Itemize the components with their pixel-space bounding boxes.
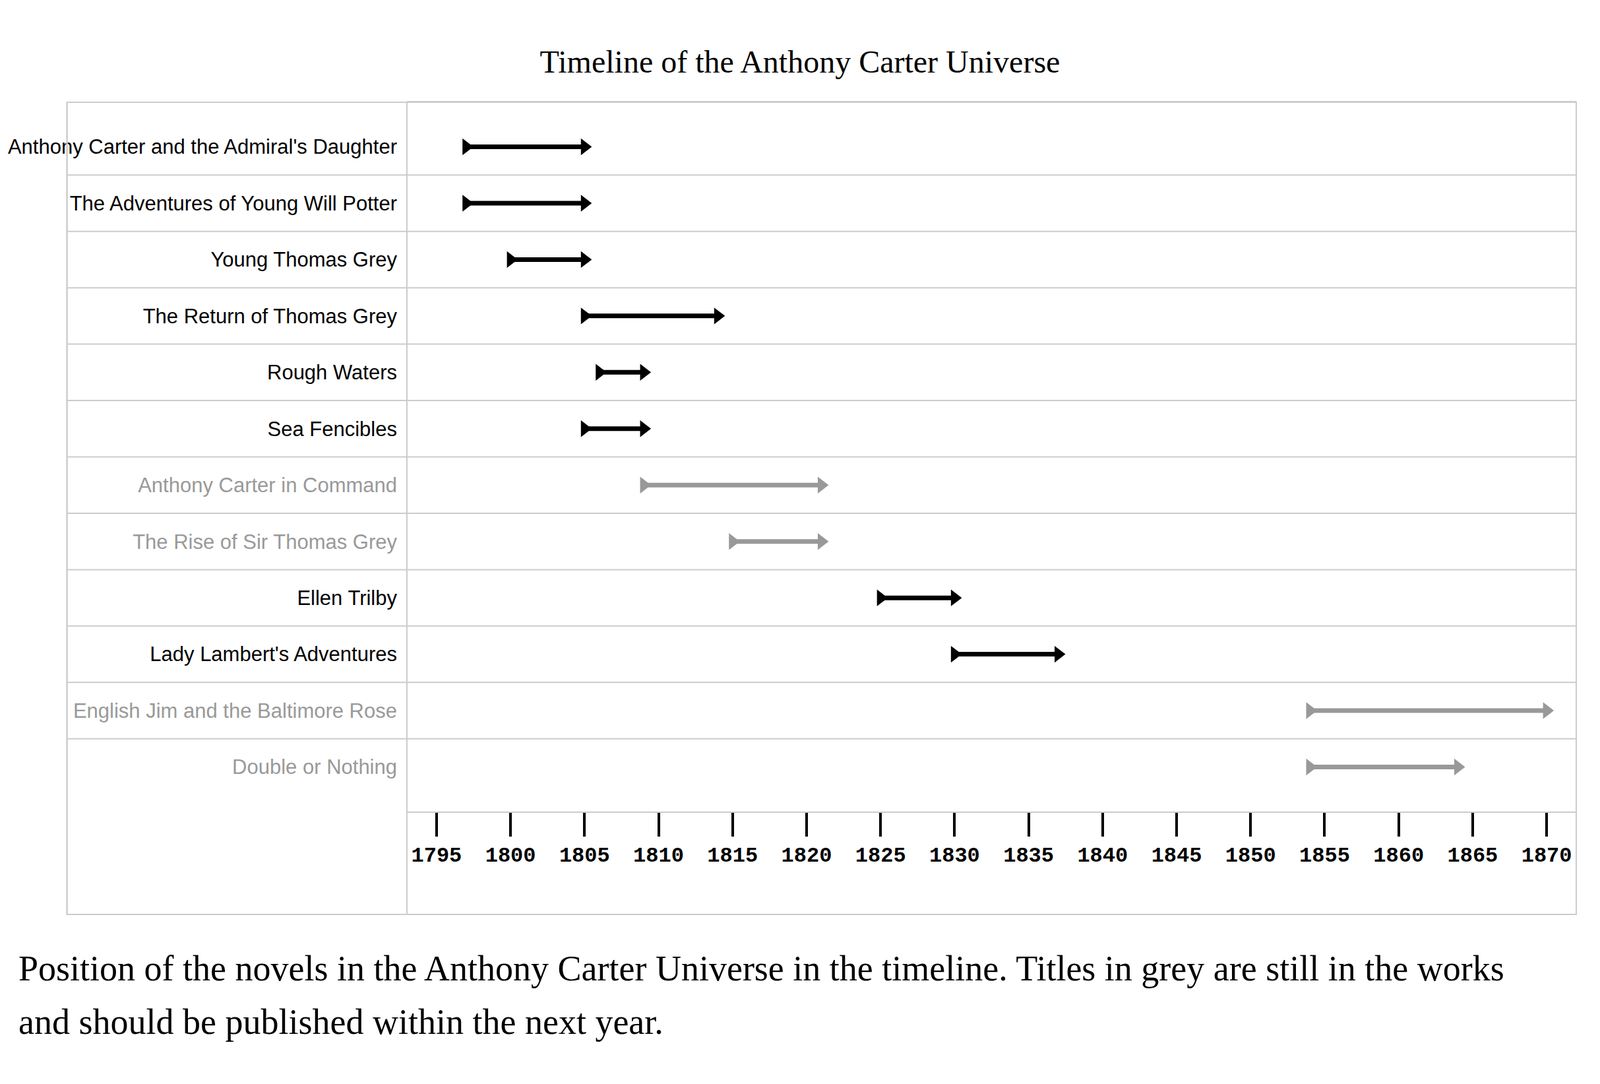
svg-text:1815: 1815	[707, 843, 758, 868]
svg-text:English Jim and the Baltimore: English Jim and the Baltimore Rose	[73, 699, 398, 723]
svg-text:The Rise of Sir Thomas Grey: The Rise of Sir Thomas Grey	[132, 530, 398, 554]
svg-text:1845: 1845	[1151, 843, 1203, 868]
svg-text:Young Thomas Grey: Young Thomas Grey	[210, 247, 398, 272]
svg-text:Timeline of the Anthony Carter: Timeline of the Anthony Carter Universe	[540, 44, 1061, 80]
svg-text:1840: 1840	[1076, 843, 1128, 868]
svg-text:Double or Nothing: Double or Nothing	[232, 755, 398, 779]
svg-text:1800: 1800	[485, 843, 537, 868]
svg-text:Ellen Trilby: Ellen Trilby	[296, 586, 398, 610]
svg-text:The Adventures of Young Will P: The Adventures of Young Will Potter	[69, 191, 398, 216]
svg-text:Sea Fencibles: Sea Fencibles	[267, 417, 398, 441]
svg-text:1860: 1860	[1373, 843, 1424, 868]
svg-text:1835: 1835	[1003, 843, 1054, 868]
svg-text:1855: 1855	[1299, 843, 1351, 868]
svg-text:Lady Lambert's Adventures: Lady Lambert's Adventures	[149, 642, 398, 666]
svg-text:1820: 1820	[781, 843, 833, 868]
svg-text:Anthony Carter in Command: Anthony Carter in Command	[137, 473, 398, 497]
html-text:Position of the novels in the: Position of the novels in the Anthony Ca…	[18, 948, 1505, 1042]
svg-text:1865: 1865	[1446, 843, 1498, 868]
svg-text:1850: 1850	[1225, 843, 1277, 868]
svg-text:1830: 1830	[929, 843, 981, 868]
svg-text:1870: 1870	[1521, 843, 1573, 868]
svg-text:1805: 1805	[559, 843, 611, 868]
svg-text:1810: 1810	[633, 843, 684, 868]
svg-text:Rough Waters: Rough Waters	[267, 360, 398, 384]
svg-text:The Return of Thomas Grey: The Return of Thomas Grey	[143, 304, 398, 328]
svg-text:Anthony Carter and the Admiral: Anthony Carter and the Admiral's Daughte…	[7, 135, 398, 159]
svg-text:1795: 1795	[410, 843, 462, 868]
svg-text:1825: 1825	[855, 843, 907, 868]
